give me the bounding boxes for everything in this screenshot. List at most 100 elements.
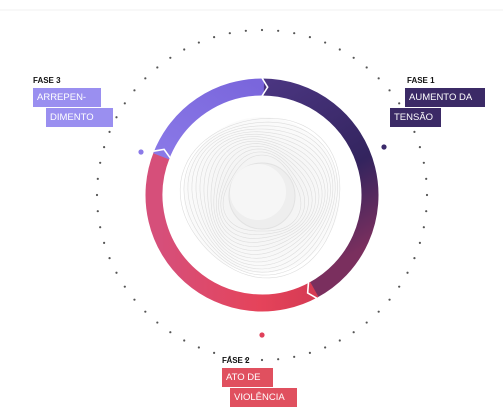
- arrow-chevrons: [153, 77, 318, 299]
- ring-dot: [108, 257, 111, 260]
- wave-line: [213, 143, 316, 247]
- ring-dot: [213, 36, 216, 39]
- wave-line: [218, 148, 309, 239]
- ring-dot: [425, 177, 428, 180]
- wave-pattern: [179, 117, 341, 279]
- ring-dot: [413, 130, 416, 133]
- wave-line: [195, 131, 331, 266]
- ring-dot: [244, 358, 247, 361]
- ring-dot: [422, 161, 425, 164]
- wave-line: [199, 133, 329, 263]
- ring-dot: [133, 89, 136, 92]
- ring-dot: [377, 310, 380, 313]
- wave-line: [203, 136, 326, 259]
- ring-dot: [308, 351, 311, 354]
- ring-dot: [99, 161, 102, 164]
- ring-dot: [169, 331, 172, 334]
- chevron: [261, 77, 269, 97]
- ring-dot: [103, 241, 106, 244]
- ring-dot: [338, 339, 341, 342]
- ring-dot: [260, 28, 264, 32]
- phase-1-dot: [381, 144, 387, 150]
- ring-dot: [213, 351, 216, 354]
- ring-dot: [169, 56, 172, 59]
- wave-line: [222, 154, 302, 232]
- chevron: [306, 282, 318, 299]
- ring-dot: [96, 177, 99, 180]
- wave-line: [191, 128, 334, 270]
- ring-dot: [123, 102, 126, 105]
- ring-dot: [244, 29, 247, 32]
- ring-dot: [352, 331, 355, 334]
- ring-dot: [422, 226, 425, 229]
- ring-dot: [293, 355, 296, 358]
- ring-dot: [413, 257, 416, 260]
- wave-line: [220, 151, 306, 235]
- ring-dot: [324, 346, 327, 349]
- ring-dot: [123, 285, 126, 288]
- ring-dot: [308, 36, 311, 39]
- ring-dot: [338, 48, 341, 51]
- ring-dot: [425, 210, 428, 213]
- phase-text: TENSÃO: [390, 108, 441, 127]
- dotted-ring: [95, 28, 429, 362]
- wave-line: [183, 121, 338, 276]
- phase-label: FASE 3: [33, 76, 61, 85]
- wave-line: [207, 138, 323, 255]
- ring-dot: [260, 358, 264, 362]
- phase-3-arc: [153, 78, 265, 160]
- ring-dot: [277, 358, 280, 361]
- ring-dot: [365, 321, 368, 324]
- ring-dot: [388, 89, 391, 92]
- ring-dot: [377, 77, 380, 80]
- ring-dot: [228, 355, 231, 358]
- center-highlight: [230, 164, 286, 220]
- ring-dot: [365, 66, 368, 69]
- ring-dot: [115, 116, 118, 119]
- phase-label: FASE 2: [222, 356, 250, 365]
- ring-dot: [352, 56, 355, 59]
- ring-dot: [144, 77, 147, 80]
- ring-dot: [197, 346, 200, 349]
- ring-dot: [108, 130, 111, 133]
- phase-2-dot: [259, 332, 265, 338]
- phase-text: DIMENTO: [46, 108, 113, 127]
- phase-1-arc: [261, 78, 379, 298]
- ring-dot: [388, 298, 391, 301]
- phase-text: ATO DE: [222, 368, 273, 387]
- ring-dot: [425, 193, 429, 197]
- phase-text: ARREPEN-: [33, 88, 101, 107]
- ring-dot: [133, 298, 136, 301]
- ring-dot: [398, 285, 401, 288]
- ring-dot: [398, 102, 401, 105]
- ring-dot: [144, 310, 147, 313]
- ring-dot: [197, 41, 200, 44]
- ring-dot: [156, 321, 159, 324]
- ring-dot: [228, 32, 231, 35]
- ring-dot: [96, 210, 99, 213]
- chevron: [153, 148, 171, 159]
- ring-dot: [293, 32, 296, 35]
- ring-dot: [324, 41, 327, 44]
- ring-dot: [183, 48, 186, 51]
- phase-2-arc: [145, 151, 319, 312]
- ring-dot: [115, 271, 118, 274]
- ring-dot: [418, 241, 421, 244]
- wave-line: [215, 145, 313, 243]
- ring-dot: [183, 339, 186, 342]
- ring-dot: [95, 193, 99, 197]
- phase-label: FASE 1: [407, 76, 435, 85]
- ring-dot: [156, 66, 159, 69]
- wave-line: [210, 140, 320, 251]
- ring-dot: [277, 29, 280, 32]
- ring-dot: [99, 226, 102, 229]
- wave-line: [179, 117, 341, 279]
- phase-text: AUMENTO DA: [405, 88, 485, 107]
- phase-text: VIOLÊNCIA: [230, 388, 297, 407]
- ring-dot: [406, 271, 409, 274]
- ring-dot: [103, 146, 106, 149]
- ring-dot: [418, 146, 421, 149]
- wave-line: [187, 125, 336, 273]
